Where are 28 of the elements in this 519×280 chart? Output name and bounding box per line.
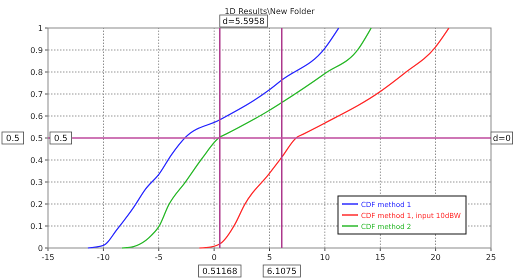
x-tick-label: 15 [375,253,386,262]
y-tick-label: 0 [38,244,43,253]
x-tick-label: 20 [430,253,441,262]
text: d=0 [492,134,511,144]
x-tick-label: -10 [96,253,110,262]
x-tick-label: 5 [266,253,272,262]
y-tick-label: 0.1 [30,222,43,231]
y-tick-label: 0.6 [30,112,43,121]
y-tick-label: 0.4 [30,156,43,165]
x-tick-label: -15 [41,253,55,262]
y-tick-label: 0.3 [30,178,43,187]
y-tick-label: 0.7 [30,90,43,99]
y-tick-label: 1 [38,24,43,33]
chart-title: 1D Results\New Folder [224,7,316,16]
x-tick-label: 25 [486,253,496,262]
y-tick-label: 0.9 [30,46,43,55]
y-tick-label: 0.2 [30,200,43,209]
x-tick-label: -5 [154,253,163,262]
x-tick-label: 0 [212,253,217,262]
text: 0.5 [6,134,20,144]
y-tick-label: 0.5 [30,134,43,143]
ref-line-label: 0.51168 [202,267,238,277]
x-tick-label: 10 [320,253,330,262]
text: d=5.5958 [222,17,265,27]
line-series [87,27,340,249]
ref-line-label: 0.5 [54,134,68,144]
ref-line-label: 6.1075 [266,267,297,277]
y-tick-label: 0.8 [30,68,43,77]
